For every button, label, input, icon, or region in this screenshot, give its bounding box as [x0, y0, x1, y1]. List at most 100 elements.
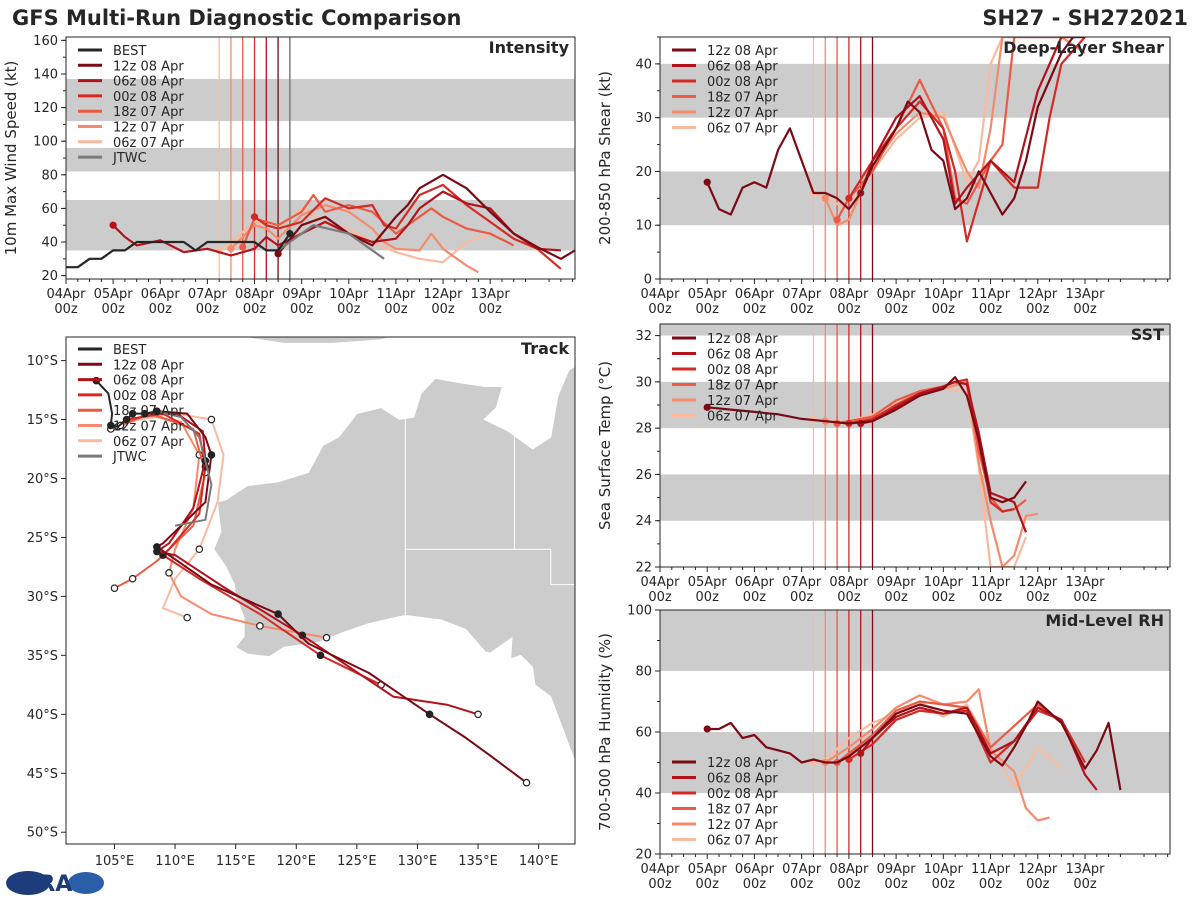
- sst-ytick-label: 26: [635, 468, 652, 483]
- intensity-legend-label-best: BEST: [113, 44, 146, 59]
- sst-ytick-label: 32: [635, 329, 652, 344]
- shear-ytick-label: 0: [644, 273, 652, 288]
- shear-frame: [659, 36, 1171, 280]
- sst-init-lines: [812, 324, 874, 567]
- rh-xtick-label-day: 09Apr: [877, 862, 917, 877]
- sst-xtick-label-hour: 00z: [1073, 590, 1097, 605]
- intensity-xtick-label-hour: 00z: [54, 302, 78, 317]
- shear-xtick-label-hour: 00z: [884, 302, 908, 317]
- track-point-06z-07-apr: [195, 545, 204, 554]
- shear-legend-label-12z-07-apr: 12z 07 Apr: [707, 106, 778, 121]
- track-ytick-label: 35°S: [27, 649, 58, 664]
- intensity-point-best-last: [286, 230, 294, 238]
- sst-xtick-label-hour: 00z: [837, 590, 861, 605]
- intensity-shaded-band-2: [66, 79, 575, 122]
- sst-xtick-label-hour: 00z: [648, 590, 672, 605]
- intensity-ytick-label: 100: [33, 135, 58, 150]
- intensity-ytick-label: 60: [41, 202, 58, 217]
- intensity-ytick-label: 40: [41, 236, 58, 251]
- sst-xtick-label-day: 06Apr: [735, 575, 775, 590]
- sst-xtick-label-hour: 00z: [1026, 590, 1050, 605]
- shear-xtick-label-hour: 00z: [696, 302, 720, 317]
- shear-ylabel: 200-850 hPa Shear (kt): [596, 71, 614, 245]
- track-line-best: [95, 379, 158, 428]
- track-line-12z-08-apr: [155, 410, 528, 784]
- shear-series-group: [703, 37, 1086, 243]
- track-line-18z-07-apr: [114, 412, 207, 589]
- intensity-xtick-label-hour: 00z: [384, 302, 408, 317]
- rh-legend-label-12z-08-apr: 12z 08 Apr: [707, 756, 778, 771]
- sst-xtick-label-day: 08Apr: [829, 575, 869, 590]
- rh-xtick-label-day: 04Apr: [640, 862, 680, 877]
- rh-xtick-label-day: 13Apr: [1065, 862, 1105, 877]
- intensity-series-jtwc: [277, 224, 385, 260]
- shear-point-18z-07-apr-start: [833, 216, 841, 224]
- shear-point-12z-08-apr-start: [703, 178, 711, 186]
- rh-legend-label-00z-08-apr: 00z 08 Apr: [707, 787, 778, 802]
- track-ytick-label: 15°S: [27, 413, 58, 428]
- rh-ytick-label: 40: [635, 787, 652, 802]
- sst-legend-label-18z-07-apr: 18z 07 Apr: [707, 379, 778, 394]
- rh-panel: 2040608010004Apr00z05Apr00z06Apr00z07Apr…: [596, 604, 1171, 892]
- intensity-xtick-label-day: 12Apr: [424, 287, 464, 302]
- track-xtick-label: 120°E: [276, 854, 316, 869]
- rh-series-12z-08-apr: [707, 700, 1122, 791]
- rh-shaded-band-1: [660, 610, 1170, 671]
- sst-xtick-label-hour: 00z: [932, 590, 956, 605]
- sst-series-group: [703, 376, 1039, 567]
- track-legend-label-jtwc: JTWC: [112, 450, 147, 465]
- track-point-18z-07-apr: [110, 584, 119, 592]
- intensity-xtick-label-hour: 00z: [478, 302, 502, 317]
- intensity-series-06z-07-apr: [218, 207, 491, 264]
- shear-xtick-label-hour: 00z: [932, 302, 956, 317]
- rh-xtick-label-hour: 00z: [884, 877, 908, 892]
- rh-xtick-label-day: 06Apr: [735, 862, 775, 877]
- shear-xtick-label-hour: 00z: [1073, 302, 1097, 317]
- shear-series-12z-07-apr: [824, 37, 1086, 227]
- track-ytick-label: 45°S: [27, 767, 58, 782]
- shear-xtick-label-day: 11Apr: [971, 287, 1011, 302]
- track-ytick-label: 40°S: [27, 708, 58, 723]
- intensity-xtick-label-day: 11Apr: [376, 287, 416, 302]
- track-legend-label-12z-08-apr: 12z 08 Apr: [113, 358, 184, 373]
- rh-ytick-label: 20: [635, 848, 652, 863]
- shear-point-12z-07-apr-start: [821, 194, 829, 202]
- track-point-12z-07-apr: [165, 569, 173, 577]
- track-point-12z-08-apr: [207, 451, 216, 459]
- sst-panel-title: SST: [1131, 325, 1164, 344]
- shear-panel-title: Deep-Layer Shear: [1003, 38, 1164, 57]
- shear-ytick-label: 30: [635, 111, 652, 126]
- intensity-series-00z-08-apr: [253, 183, 562, 270]
- sst-point-12z-08-apr-start: [703, 403, 711, 411]
- intensity-legend-label-12z-08-apr: 12z 08 Apr: [113, 59, 184, 74]
- intensity-series-best: [66, 232, 291, 269]
- track-xtick-label: 130°E: [398, 854, 438, 869]
- sst-ytick-label: 22: [635, 561, 652, 576]
- shear-series-06z-08-apr: [859, 37, 1085, 205]
- track-line-jtwc: [156, 410, 213, 527]
- intensity-xtick-label-hour: 00z: [431, 302, 455, 317]
- track-legend-label-18z-07-apr: 18z 07 Apr: [113, 404, 184, 419]
- track-map-content: [92, 337, 575, 787]
- rh-ytick-label: 60: [635, 726, 652, 741]
- shear-legend-label-00z-08-apr: 00z 08 Apr: [707, 75, 778, 90]
- rh-init-lines: [812, 610, 874, 854]
- intensity-xtick-label-day: 07Apr: [188, 287, 228, 302]
- shear-legend-label-18z-07-apr: 18z 07 Apr: [707, 91, 778, 106]
- sst-xtick-label-hour: 00z: [979, 590, 1003, 605]
- sst-xtick-label-hour: 00z: [743, 590, 767, 605]
- track-point-06z-08-apr: [474, 710, 482, 719]
- sst-legend-label-12z-08-apr: 12z 08 Apr: [707, 332, 778, 347]
- track-point-12z-07-apr: [256, 622, 264, 630]
- intensity-legend-label-12z-07-apr: 12z 07 Apr: [113, 121, 184, 136]
- shear-xtick-label-day: 13Apr: [1065, 287, 1105, 302]
- rh-xtick-label-hour: 00z: [837, 877, 861, 892]
- sst-xtick-label-day: 11Apr: [971, 575, 1011, 590]
- intensity-ytick-label: 20: [41, 269, 58, 284]
- track-panel: 105°E 110°E 115°E 120°E 125°E 130°E 135°E 140°E…: [27, 336, 576, 869]
- intensity-point-06z-08-apr-start: [109, 221, 117, 229]
- rh-xtick-label-day: 11Apr: [971, 862, 1011, 877]
- track-ytick-label: 30°S: [27, 590, 58, 605]
- rh-series-group: [703, 688, 1122, 822]
- track-xtick-label: 105°E: [95, 854, 135, 869]
